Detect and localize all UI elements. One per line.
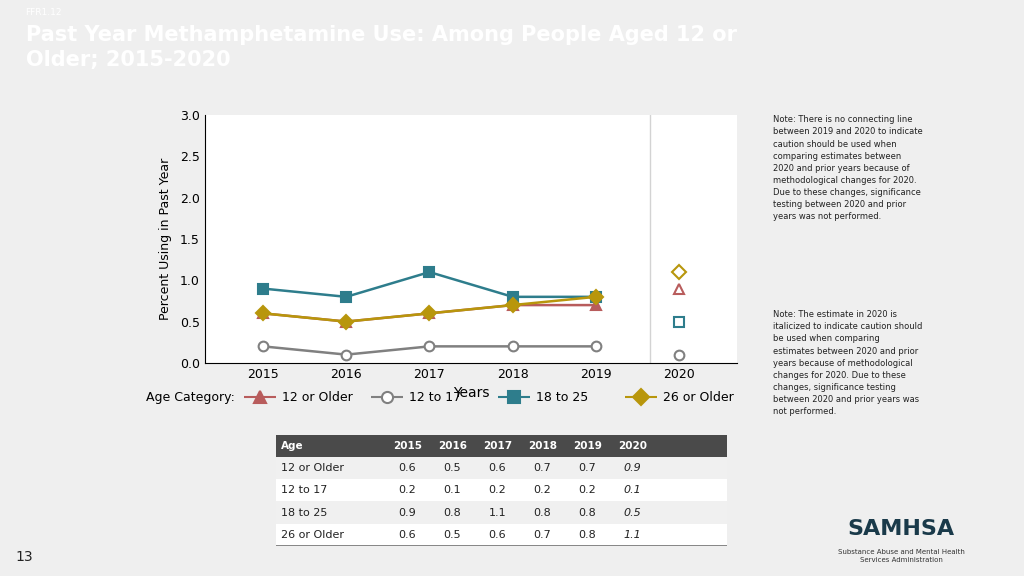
Bar bbox=[276, 457, 727, 479]
Text: Age: Age bbox=[281, 441, 303, 451]
Text: 12 to 17: 12 to 17 bbox=[410, 391, 462, 404]
Text: 0.5: 0.5 bbox=[624, 507, 641, 518]
Text: 1.1: 1.1 bbox=[624, 530, 641, 540]
Text: 0.5: 0.5 bbox=[443, 530, 461, 540]
Text: 0.7: 0.7 bbox=[579, 463, 596, 473]
Text: 0.8: 0.8 bbox=[443, 507, 461, 518]
Bar bbox=[276, 435, 727, 457]
Text: 0.1: 0.1 bbox=[624, 486, 641, 495]
Text: Note: There is no connecting line
between 2019 and 2020 to indicate
caution shou: Note: There is no connecting line betwee… bbox=[773, 115, 923, 221]
Text: 0.9: 0.9 bbox=[398, 507, 416, 518]
Text: 0.7: 0.7 bbox=[534, 463, 551, 473]
Text: 2019: 2019 bbox=[573, 441, 602, 451]
Text: 26 or Older: 26 or Older bbox=[664, 391, 734, 404]
Bar bbox=[276, 502, 727, 524]
Text: 0.5: 0.5 bbox=[443, 463, 461, 473]
Text: 2016: 2016 bbox=[437, 441, 467, 451]
Text: 0.8: 0.8 bbox=[579, 507, 596, 518]
Text: 0.1: 0.1 bbox=[443, 486, 461, 495]
Text: Age Category:: Age Category: bbox=[145, 391, 234, 404]
Text: 12 or Older: 12 or Older bbox=[283, 391, 353, 404]
Text: Substance Abuse and Mental Health
Services Administration: Substance Abuse and Mental Health Servic… bbox=[838, 549, 965, 563]
Text: 0.6: 0.6 bbox=[488, 463, 506, 473]
Text: 2020: 2020 bbox=[617, 441, 647, 451]
Bar bbox=[276, 545, 727, 546]
Text: 0.8: 0.8 bbox=[579, 530, 596, 540]
Text: 0.8: 0.8 bbox=[534, 507, 551, 518]
Text: 13: 13 bbox=[15, 551, 33, 564]
Text: 0.7: 0.7 bbox=[534, 530, 551, 540]
Text: 2015: 2015 bbox=[392, 441, 422, 451]
Text: FFR1.12: FFR1.12 bbox=[26, 8, 62, 17]
Text: 0.9: 0.9 bbox=[624, 463, 641, 473]
Bar bbox=[276, 524, 727, 546]
Text: 1.1: 1.1 bbox=[488, 507, 506, 518]
Text: 0.6: 0.6 bbox=[488, 530, 506, 540]
Text: 0.6: 0.6 bbox=[398, 463, 416, 473]
Text: 0.6: 0.6 bbox=[398, 530, 416, 540]
Text: 18 to 25: 18 to 25 bbox=[281, 507, 328, 518]
Text: 18 to 25: 18 to 25 bbox=[537, 391, 589, 404]
Text: Note: The estimate in 2020 is
italicized to indicate caution should
be used when: Note: The estimate in 2020 is italicized… bbox=[773, 310, 923, 416]
Text: 0.2: 0.2 bbox=[488, 486, 506, 495]
Text: 2017: 2017 bbox=[482, 441, 512, 451]
Text: Past Year Methamphetamine Use: Among People Aged 12 or
Older; 2015-2020: Past Year Methamphetamine Use: Among Peo… bbox=[26, 25, 736, 70]
Bar bbox=[276, 479, 727, 502]
Y-axis label: Percent Using in Past Year: Percent Using in Past Year bbox=[159, 158, 172, 320]
Text: 0.2: 0.2 bbox=[579, 486, 596, 495]
Text: 12 to 17: 12 to 17 bbox=[281, 486, 328, 495]
Text: 12 or Older: 12 or Older bbox=[281, 463, 344, 473]
Text: 26 or Older: 26 or Older bbox=[281, 530, 344, 540]
Text: SAMHSA: SAMHSA bbox=[848, 519, 954, 539]
X-axis label: Years: Years bbox=[453, 386, 489, 400]
Text: 2018: 2018 bbox=[527, 441, 557, 451]
Text: 0.2: 0.2 bbox=[398, 486, 416, 495]
Text: 0.2: 0.2 bbox=[534, 486, 551, 495]
